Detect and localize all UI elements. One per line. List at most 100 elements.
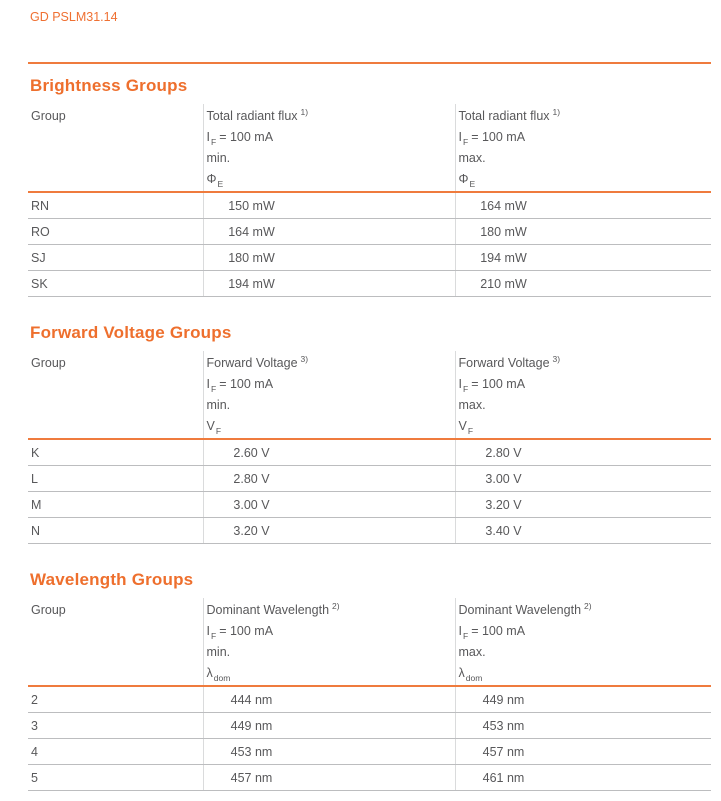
max-value-cell: 194 mW — [454, 244, 711, 271]
group-cell: M — [28, 491, 203, 518]
symbol-label: λdom — [458, 666, 483, 683]
footnote-marker: 2) — [332, 601, 340, 611]
group-cell: RN — [28, 192, 203, 219]
table-row: 4 453 nm 457 nm — [28, 738, 711, 765]
table-row: L 2.80 V 3.00 V — [28, 465, 711, 492]
bound-label: min. — [206, 398, 231, 412]
min-value-cell: 2.60 V — [202, 439, 455, 466]
test-condition: IF = 100 mA — [458, 130, 526, 147]
column-header-max: Forward Voltage 3) IF = 100 mA max. VF — [454, 351, 711, 440]
brightness-groups-table: Group Total radiant flux 1) IF = 100 mA mi… — [28, 104, 711, 297]
group-cell: K — [28, 439, 203, 466]
footnote-marker: 2) — [584, 601, 592, 611]
table-row: K 2.60 V 2.80 V — [28, 439, 711, 466]
table-row: N 3.20 V 3.40 V — [28, 517, 711, 544]
test-condition: IF = 100 mA — [206, 130, 274, 147]
bound-label: max. — [458, 645, 486, 659]
min-value-cell: 2.80 V — [202, 465, 455, 492]
min-value-cell: 3.20 V — [202, 517, 455, 544]
table-row: M 3.00 V 3.20 V — [28, 491, 711, 518]
bound-label: max. — [458, 398, 486, 412]
section-title-wavelength-groups: Wavelength Groups — [30, 570, 194, 589]
column-header-min: Forward Voltage 3) IF = 100 mA min. VF — [202, 351, 455, 440]
group-cell: 4 — [28, 738, 203, 765]
max-value-cell: 164 mW — [454, 192, 711, 219]
symbol-label: ΦE — [458, 172, 476, 189]
column-header-min: Total radiant flux 1) IF = 100 mA min. ΦE — [202, 104, 455, 193]
quantity-label: Forward Voltage 3) — [206, 354, 309, 370]
group-cell: L — [28, 465, 203, 492]
column-header-group: Group — [28, 104, 203, 193]
symbol-label: λdom — [206, 666, 231, 683]
table-header-row: Group Forward Voltage 3) IF = 100 mA min. … — [28, 351, 711, 440]
forward-voltage-groups-table: Group Forward Voltage 3) IF = 100 mA min. … — [28, 351, 711, 544]
min-value-cell: 150 mW — [202, 192, 455, 219]
min-value-cell: 444 nm — [202, 686, 455, 713]
quantity-label: Dominant Wavelength 2) — [206, 601, 340, 617]
group-column-label: Group — [31, 356, 66, 370]
symbol-label: ΦE — [206, 172, 224, 189]
table-row: SK 194 mW 210 mW — [28, 270, 711, 297]
group-cell: 2 — [28, 686, 203, 713]
test-condition: IF = 100 mA — [458, 377, 526, 394]
group-column-label: Group — [31, 603, 66, 617]
min-value-cell: 449 nm — [202, 712, 455, 739]
column-header-min: Dominant Wavelength 2) IF = 100 mA min. λd… — [202, 598, 455, 687]
group-cell: 5 — [28, 764, 203, 791]
footnote-marker: 3) — [552, 354, 561, 364]
table-header-row: Group Dominant Wavelength 2) IF = 100 mA m… — [28, 598, 711, 687]
max-value-cell: 3.40 V — [454, 517, 711, 544]
min-value-cell: 194 mW — [202, 270, 455, 297]
test-condition: IF = 100 mA — [206, 377, 274, 394]
max-value-cell: 210 mW — [454, 270, 711, 297]
max-value-cell: 449 nm — [454, 686, 711, 713]
group-cell: N — [28, 517, 203, 544]
min-value-cell: 180 mW — [202, 244, 455, 271]
max-value-cell: 453 nm — [454, 712, 711, 739]
group-cell: RO — [28, 218, 203, 245]
page-divider-rule — [28, 62, 711, 64]
column-header-max: Dominant Wavelength 2) IF = 100 mA max. λd… — [454, 598, 711, 687]
bound-label: max. — [458, 151, 486, 165]
table-header-row: Group Total radiant flux 1) IF = 100 mA mi… — [28, 104, 711, 193]
column-header-group: Group — [28, 598, 203, 687]
min-value-cell: 3.00 V — [202, 491, 455, 518]
group-cell: SJ — [28, 244, 203, 271]
table-row: SJ 180 mW 194 mW — [28, 244, 711, 271]
section-title-forward-voltage-groups: Forward Voltage Groups — [30, 323, 232, 342]
max-value-cell: 2.80 V — [454, 439, 711, 466]
table-row: RN 150 mW 164 mW — [28, 192, 711, 219]
symbol-label: VF — [458, 419, 474, 436]
quantity-label: Dominant Wavelength 2) — [458, 601, 592, 617]
group-cell: SK — [28, 270, 203, 297]
max-value-cell: 461 nm — [454, 764, 711, 791]
min-value-cell: 453 nm — [202, 738, 455, 765]
table-row: 2 444 nm 449 nm — [28, 686, 711, 713]
document-id: GD PSLM31.14 — [30, 10, 118, 24]
section-title-brightness-groups: Brightness Groups — [30, 76, 188, 95]
bound-label: min. — [206, 645, 231, 659]
min-value-cell: 164 mW — [202, 218, 455, 245]
footnote-marker: 1) — [552, 107, 561, 117]
quantity-label: Total radiant flux 1) — [458, 107, 561, 123]
symbol-label: VF — [206, 419, 222, 436]
table-row: 3 449 nm 453 nm — [28, 712, 711, 739]
table-row: 5 457 nm 461 nm — [28, 764, 711, 791]
wavelength-groups-table: Group Dominant Wavelength 2) IF = 100 mA m… — [28, 598, 711, 791]
test-condition: IF = 100 mA — [458, 624, 526, 641]
test-condition: IF = 100 mA — [206, 624, 274, 641]
bound-label: min. — [206, 151, 231, 165]
table-row: RO 164 mW 180 mW — [28, 218, 711, 245]
footnote-marker: 3) — [300, 354, 309, 364]
max-value-cell: 457 nm — [454, 738, 711, 765]
max-value-cell: 3.00 V — [454, 465, 711, 492]
footnote-marker: 1) — [300, 107, 309, 117]
column-header-group: Group — [28, 351, 203, 440]
max-value-cell: 180 mW — [454, 218, 711, 245]
quantity-label: Total radiant flux 1) — [206, 107, 309, 123]
column-header-max: Total radiant flux 1) IF = 100 mA max. ΦE — [454, 104, 711, 193]
quantity-label: Forward Voltage 3) — [458, 354, 561, 370]
min-value-cell: 457 nm — [202, 764, 455, 791]
group-column-label: Group — [31, 109, 66, 123]
